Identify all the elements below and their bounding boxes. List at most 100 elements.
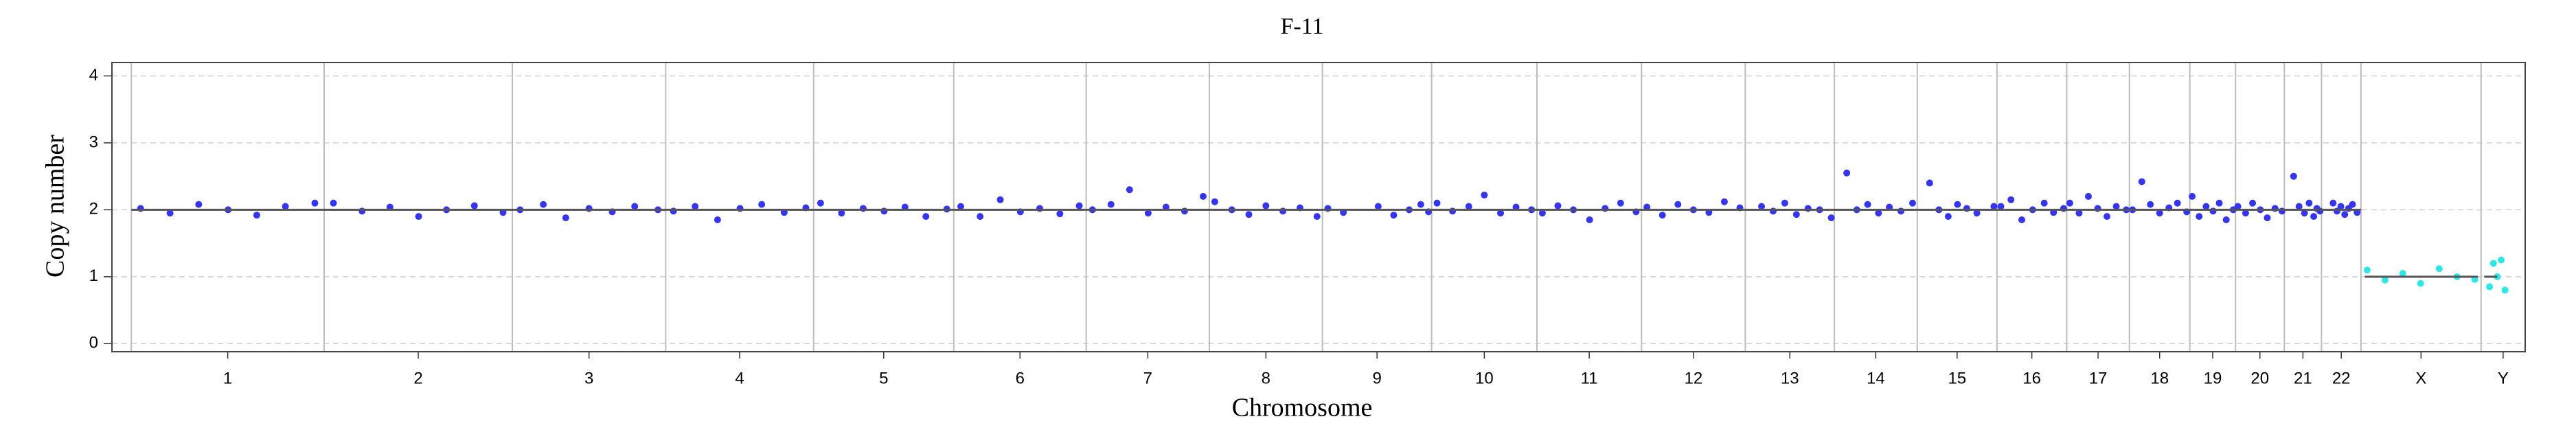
data-point: [1602, 205, 1609, 212]
data-point: [2295, 203, 2303, 210]
data-point: [2435, 265, 2443, 273]
data-point: [1449, 207, 1457, 215]
data-point: [1324, 205, 1332, 212]
x-tick-label: 22: [2332, 369, 2351, 387]
data-point: [1897, 207, 1905, 215]
data-point: [1963, 205, 1970, 212]
data-point: [2349, 201, 2356, 208]
x-tick-label: 10: [1475, 369, 1494, 387]
y-tick-label: 3: [89, 133, 98, 151]
data-point: [1944, 213, 1952, 220]
x-tick-label: Y: [2498, 369, 2509, 387]
data-point: [330, 199, 337, 207]
data-point: [1990, 203, 1998, 210]
data-point: [1792, 211, 1800, 218]
data-point: [1997, 203, 2005, 210]
data-point: [714, 216, 721, 224]
data-point: [585, 205, 593, 212]
data-point: [977, 213, 984, 220]
data-point: [1769, 207, 1777, 215]
data-point: [692, 203, 699, 210]
data-point: [1864, 201, 1871, 208]
x-tick-label: 7: [1143, 369, 1152, 387]
data-point: [2242, 210, 2249, 217]
data-point: [415, 213, 422, 220]
x-tick-label: 6: [1016, 369, 1025, 387]
data-point: [758, 201, 766, 208]
data-point: [137, 205, 144, 212]
data-point: [922, 213, 930, 220]
data-point: [562, 214, 569, 222]
data-point: [1075, 202, 1083, 210]
data-point: [2381, 276, 2389, 284]
data-point: [2271, 205, 2279, 212]
x-tick-label: 12: [1684, 369, 1702, 387]
data-point: [2202, 203, 2210, 210]
data-point: [1465, 203, 1472, 210]
x-tick-label: 1: [223, 369, 232, 387]
y-tick-label: 1: [89, 267, 98, 285]
data-point: [1926, 179, 1933, 187]
data-point: [195, 201, 203, 208]
x-tick-label: 8: [1262, 369, 1270, 387]
y-tick-label: 2: [89, 200, 98, 218]
data-point: [817, 199, 824, 207]
x-tick-label: X: [2415, 369, 2426, 387]
x-tick-label: 4: [735, 369, 744, 387]
data-point: [670, 207, 677, 215]
data-point: [1617, 199, 1624, 207]
data-point: [2316, 207, 2324, 215]
data-point: [1908, 199, 1916, 207]
data-point: [1262, 202, 1270, 210]
data-point: [2310, 213, 2318, 220]
data-point: [1211, 198, 1218, 205]
x-tick-label: 3: [584, 369, 593, 387]
data-point: [1417, 201, 1424, 208]
data-point: [2084, 192, 2092, 200]
data-point: [2305, 199, 2313, 207]
x-tick-label: 21: [2294, 369, 2312, 387]
data-point: [2417, 280, 2424, 287]
data-point: [1554, 202, 1562, 210]
data-point: [2489, 260, 2497, 267]
x-tick-label: 20: [2250, 369, 2269, 387]
data-point: [957, 203, 964, 210]
data-point: [1126, 186, 1133, 194]
data-point: [1279, 207, 1287, 215]
chart-title: F-11: [1281, 14, 1324, 39]
data-point: [838, 210, 845, 217]
data-point: [2066, 199, 2073, 207]
x-tick-label: 18: [2150, 369, 2169, 387]
x-tick-label: 11: [1581, 369, 1598, 387]
data-point: [1827, 214, 1835, 222]
data-point: [1313, 213, 1321, 220]
data-point: [2040, 199, 2048, 207]
data-point: [2174, 199, 2181, 207]
x-tick-label: 2: [413, 369, 422, 387]
data-point: [2234, 203, 2242, 210]
data-point: [1954, 201, 1961, 208]
data-point: [2215, 199, 2223, 207]
data-point: [2209, 207, 2217, 215]
data-point: [1659, 212, 1666, 219]
x-tick-label: 17: [2089, 369, 2108, 387]
data-point: [1199, 192, 1207, 200]
data-point: [1245, 211, 1253, 218]
data-point: [2112, 203, 2120, 210]
data-point: [2147, 201, 2154, 208]
data-point: [1586, 216, 1593, 224]
data-point: [470, 202, 478, 210]
data-point: [2018, 216, 2025, 224]
data-point: [859, 205, 867, 212]
data-point: [1036, 205, 1044, 212]
y-tick-label: 0: [89, 334, 98, 352]
data-point: [1107, 201, 1115, 208]
data-point: [1390, 212, 1398, 219]
data-point: [631, 203, 639, 210]
plot-frame: [111, 62, 2526, 352]
data-point: [2329, 199, 2337, 207]
x-tick-label: 9: [1372, 369, 1381, 387]
data-point: [2249, 199, 2257, 207]
data-point: [1843, 169, 1851, 177]
